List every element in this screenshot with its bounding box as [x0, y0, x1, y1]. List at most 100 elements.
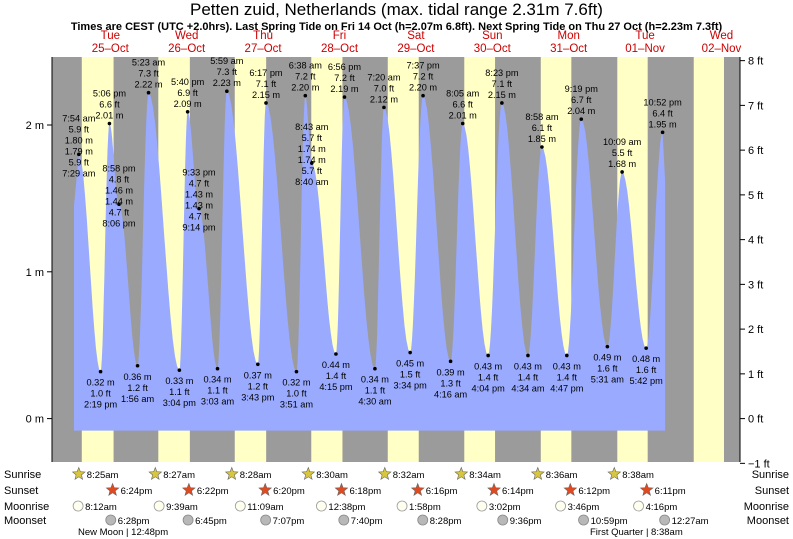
secondary-high-label: 4.8 ft [109, 174, 130, 184]
low-tide-label: 0.32 m [282, 378, 310, 388]
moonset-time: 9:36pm [510, 516, 542, 527]
sunrise-icon [148, 466, 163, 480]
secondary-high-label: 5.9 ft [69, 124, 90, 134]
high-tide-label: 5:23 am [132, 58, 166, 68]
day-label-dow: Mon [558, 30, 580, 42]
low-tide-point [486, 353, 490, 358]
sunset-time: 6:20pm [273, 486, 305, 497]
low-tide-label: 1.4 ft [326, 371, 347, 381]
low-tide-label: 1.1 ft [207, 386, 228, 396]
low-tide-label: 3:04 pm [163, 398, 197, 408]
moonrise-icon [555, 500, 566, 512]
sunrise-icon [454, 466, 469, 480]
secondary-high-label: 1.74 m [298, 155, 326, 165]
sunset-icon [181, 482, 196, 496]
high-tide-label: 6.9 ft [177, 88, 198, 98]
day-label-date: 27–Oct [245, 43, 283, 55]
moonset-icon [659, 514, 671, 526]
secondary-high-label: 1.79 m [65, 146, 93, 156]
high-tide-point [540, 145, 544, 149]
right-tick-label: 1 ft [748, 369, 763, 381]
day-label-date: 02–Nov [702, 43, 742, 55]
high-tide-label: 7.1 ft [492, 79, 513, 89]
day-label-dow: Sat [407, 30, 425, 42]
day-label-date: 26–Oct [168, 43, 206, 55]
high-tide-point [303, 93, 308, 98]
row-label-right: Sunrise [752, 469, 789, 481]
high-tide-label: 6.6 ft [99, 100, 120, 110]
low-tide-point [98, 369, 103, 374]
high-tide-label: 6:56 pm [328, 62, 362, 72]
right-tick-label: 6 ft [748, 145, 763, 157]
high-tide-label: 8:23 pm [485, 68, 519, 78]
day-label-date: 30–Oct [474, 43, 512, 55]
moonrise-icon [153, 500, 165, 512]
high-tide-label: 5:59 am [210, 56, 244, 66]
low-tide-label: 1.0 ft [90, 389, 111, 399]
moonrise-time: 3:02pm [489, 502, 521, 513]
day-label-date: 01–Nov [625, 43, 665, 55]
low-tide-point [373, 366, 377, 371]
low-tide-label: 0.48 m [632, 354, 660, 364]
low-tide-label: 4:30 am [358, 397, 392, 407]
secondary-high-label: 9:14 pm [182, 223, 216, 233]
secondary-high-label: 1.74 m [298, 144, 326, 154]
row-label-left: Sunrise [4, 469, 41, 481]
left-tick-label: 0 m [26, 414, 44, 426]
sunset-icon [487, 482, 501, 496]
sunrise-time: 8:25am [87, 470, 119, 481]
high-tide-label: 7.2 ft [334, 73, 355, 83]
high-tide-label: 7.3 ft [217, 67, 238, 77]
tide-area [74, 91, 666, 431]
chart-subtitle: Times are CEST (UTC +2.0hrs). Last Sprin… [70, 21, 723, 33]
high-tide-label: 2.19 m [330, 84, 358, 94]
row-label-right: Sunset [755, 485, 789, 497]
astronomy-table: Sunrise Sunrise Sunset Sunset Moonrise Moonri… [4, 466, 789, 538]
secondary-high-label: 4.7 ft [189, 179, 210, 189]
high-tide-label: 6:17 pm [249, 68, 283, 78]
sunset-time: 6:24pm [121, 486, 153, 497]
low-tide-label: 3:43 pm [241, 392, 275, 402]
low-tide-label: 1.0 ft [286, 389, 307, 399]
right-tick-label: 8 ft [748, 56, 763, 68]
low-tide-label: 1.4 ft [557, 372, 578, 382]
low-tide-label: 0.45 m [396, 359, 424, 369]
low-tide-label: 1.2 ft [248, 381, 269, 391]
low-tide-label: 0.49 m [593, 353, 621, 363]
low-tide-point [135, 363, 140, 368]
sunrise-time: 8:32am [393, 470, 425, 481]
low-tide-point [448, 359, 453, 364]
moonrise-icon [234, 500, 246, 512]
low-tide-label: 5:42 pm [630, 376, 664, 386]
moonrise-time: 12:38pm [328, 502, 365, 513]
low-tide-label: 1.6 ft [597, 364, 618, 374]
high-tide-label: 1.95 m [649, 119, 677, 129]
secondary-high-label: 1.44 m [105, 196, 133, 206]
moonrise-icon [72, 500, 84, 512]
high-tide-label: 2.22 m [134, 80, 162, 90]
low-tide-label: 0.34 m [203, 375, 231, 385]
high-tide-label: 2.12 m [370, 94, 398, 104]
secondary-high-label: 9:33 pm [182, 168, 216, 178]
low-tide-label: 1.6 ft [636, 365, 657, 375]
sunrise-time: 8:30am [316, 470, 348, 481]
sunrise-time: 8:34am [469, 470, 501, 481]
low-tide-label: 4:15 pm [319, 382, 353, 392]
sunset-time: 6:11pm [655, 486, 686, 497]
moonset-icon [417, 514, 429, 526]
low-tide-label: 0.44 m [322, 360, 350, 370]
high-tide-label: 2.01 m [95, 111, 123, 121]
secondary-high-label: 1.43 m [185, 201, 213, 211]
low-tide-point [408, 350, 412, 355]
sunrise-time: 8:27am [163, 470, 195, 481]
high-tide-point [579, 117, 584, 121]
moon-phase-first-quarter: First Quarter | 8:38am [590, 527, 683, 538]
sunset-time: 6:22pm [197, 486, 229, 497]
right-tick-label: −1 ft [748, 458, 770, 470]
high-tide-point [225, 89, 229, 94]
low-tide-label: 0.33 m [165, 376, 193, 386]
secondary-high-label: 1.80 m [65, 135, 93, 145]
high-tide-label: 2.15 m [252, 90, 280, 100]
sunset-icon [639, 482, 654, 496]
